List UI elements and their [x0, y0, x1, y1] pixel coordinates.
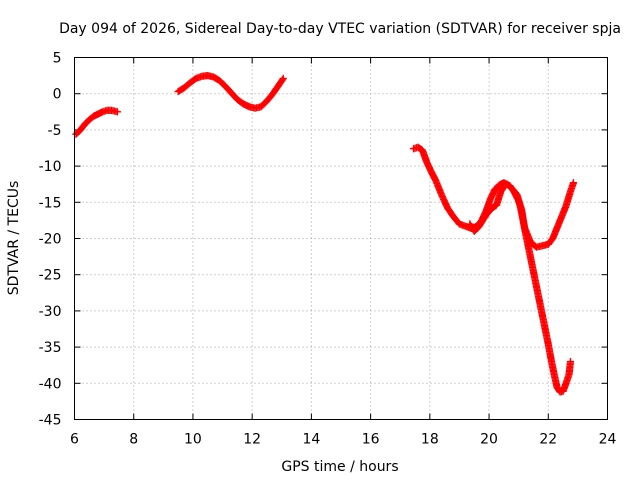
y-tick-label: -30 [39, 304, 62, 320]
y-tick-label: -15 [39, 195, 62, 211]
x-tick-label: 12 [243, 432, 261, 448]
data-point [279, 74, 287, 83]
x-tick-label: 6 [70, 432, 79, 448]
data-point [113, 108, 122, 116]
series-segment-1 [72, 106, 122, 138]
y-tick-label: -20 [39, 232, 62, 248]
grid-layer [74, 57, 608, 420]
y-tick-label: 5 [53, 51, 62, 67]
x-tick-label: 10 [184, 432, 202, 448]
y-tick-label: -40 [39, 376, 62, 392]
y-tick-label: -25 [39, 268, 62, 284]
data-point [278, 76, 286, 84]
y-tick-label: -45 [39, 413, 62, 429]
y-tick-label: 0 [53, 87, 62, 103]
plot-frame [74, 57, 608, 420]
x-axis-label: GPS time / hours [281, 459, 398, 475]
data-point [569, 179, 578, 187]
x-tick-label: 24 [599, 432, 617, 448]
x-tick-label: 18 [421, 432, 439, 448]
x-tick-label: 16 [362, 432, 380, 448]
x-tick-label: 22 [539, 432, 557, 448]
y-tick-label: -35 [39, 340, 62, 356]
chart-title: Day 094 of 2026, Sidereal Day-to-day VTE… [59, 21, 621, 37]
x-tick-label: 14 [302, 432, 320, 448]
tick-layer: 6 8 10 12 14 16 18 20 22 24 5 0 -5 -10 -15 -20 -25 -30 -35… [39, 51, 617, 448]
y-tick-label: -10 [39, 159, 62, 175]
series-segment-2 [174, 72, 287, 112]
y-tick-label: -5 [48, 123, 62, 139]
x-tick-label: 20 [480, 432, 498, 448]
data-layer [72, 72, 578, 396]
data-point [566, 357, 575, 366]
x-tick-label: 8 [129, 432, 138, 448]
series-segment-4 [466, 180, 575, 396]
y-axis-label: SDTVAR / TECUs [6, 181, 22, 296]
